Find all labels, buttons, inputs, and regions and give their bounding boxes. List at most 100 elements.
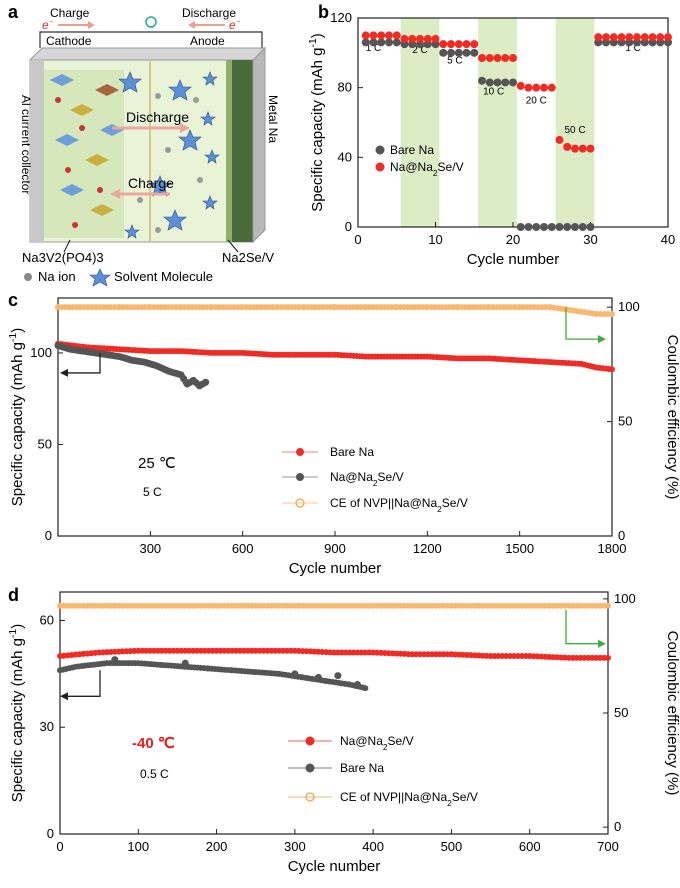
panel-b: b 0 10 20 30 40 0 40 80 120 Cycle number Specific c… xyxy=(307,2,675,268)
x-tick-label: 1800 xyxy=(598,541,627,556)
point-na-na2se-v xyxy=(408,34,417,43)
point-na-na2se-v xyxy=(462,40,471,49)
charge-label: Charge xyxy=(50,6,90,20)
rate-band-0 xyxy=(400,18,440,227)
y-tick-label: 40 xyxy=(338,149,352,164)
point-bare-na xyxy=(470,48,479,57)
point-na-na2se-v xyxy=(547,83,556,92)
panel-d-letter: d xyxy=(8,585,19,605)
x-tick-label: 600 xyxy=(232,541,254,556)
legend-marker xyxy=(305,792,315,802)
al-collector xyxy=(30,60,44,242)
point-bare-na xyxy=(454,48,463,57)
point-na-na2se-v xyxy=(361,31,370,40)
cathode-region xyxy=(44,70,124,238)
point-bare-na xyxy=(392,38,401,47)
y-axis-title: Specific capacity (mAh g-1) xyxy=(7,624,26,803)
x-tick-label: 40 xyxy=(661,232,675,247)
legend-marker xyxy=(305,763,315,773)
electron-left-sup: - xyxy=(50,16,53,26)
point-na-na2se-v xyxy=(648,33,657,42)
point-bare-na xyxy=(509,78,517,87)
anode-label: Anode xyxy=(190,34,225,48)
na2se-layer xyxy=(226,60,232,242)
point-bare-na xyxy=(353,681,361,689)
point-bare-na xyxy=(447,48,455,57)
point-na-na2se-v xyxy=(640,33,649,42)
panel-d: d0 100 200 300 400 500 600 70003060050100Cycle … xyxy=(7,585,680,875)
temperature-annotation: -40 ℃ xyxy=(132,735,175,752)
point-bare-na xyxy=(439,48,448,57)
point-na-na2se-v xyxy=(385,31,393,40)
point-bare-na xyxy=(540,223,548,231)
metal-na-electrode xyxy=(232,60,253,242)
legend-label: Bare Na xyxy=(330,445,374,459)
x-axis-title: Cycle number xyxy=(289,560,382,577)
y-tick-label: 0 xyxy=(345,219,352,234)
y-tick-label: 50 xyxy=(38,436,52,451)
point-na-na2se-v xyxy=(470,40,479,49)
point-na-na2se-v xyxy=(485,54,494,63)
point-bare-na xyxy=(571,223,579,231)
point-bare-na xyxy=(385,38,393,47)
electron-right: e xyxy=(229,18,236,32)
y2-axis-title: Coulombic efficiency (%) xyxy=(664,631,680,796)
point-na-na2se-v xyxy=(501,54,510,63)
y-tick-label: 30 xyxy=(40,719,54,734)
x-tick-label: 20 xyxy=(506,232,520,247)
left-axis-arrow-head xyxy=(60,692,68,701)
nvp-crystal-icon xyxy=(50,74,124,228)
legend-label: Na@Na2Se/V xyxy=(330,470,404,488)
circuit-load-icon xyxy=(145,16,157,28)
legend-marker-na-na2se-v xyxy=(375,162,385,172)
legend-marker xyxy=(296,448,304,456)
point-na-na2se-v xyxy=(609,33,618,42)
rate-label: 1 C xyxy=(625,43,641,54)
legend-marker xyxy=(295,498,305,508)
point-bare-na xyxy=(361,38,370,47)
point-na-na2se-v xyxy=(447,40,455,49)
panel-c-letter: c xyxy=(8,290,18,310)
x-tick-label: 100 xyxy=(127,839,149,854)
point-bare-na xyxy=(501,78,510,87)
discharge-arrow-head xyxy=(188,21,195,29)
point-bare-na xyxy=(377,38,386,47)
point-bare-na xyxy=(609,366,615,373)
discharge-label: Discharge xyxy=(182,6,236,20)
right-axis-arrow xyxy=(565,609,598,645)
point-bare-na xyxy=(291,670,299,678)
rate-annotation: 5 C xyxy=(143,485,162,499)
point-na-na2se-v xyxy=(516,81,525,90)
x-axis-title: Cycle number xyxy=(467,251,560,268)
x-axis-title: Cycle number xyxy=(288,858,381,875)
x-tick-label: 900 xyxy=(324,541,346,556)
y-tick-label: 60 xyxy=(40,612,54,627)
point-bare-na xyxy=(369,38,378,47)
point-bare-na xyxy=(493,78,502,87)
legend-label: Bare Na xyxy=(340,761,384,775)
point-na-na2se-v xyxy=(377,31,386,40)
y2-tick-label: 0 xyxy=(618,528,625,543)
legend-label: CE of NVP||Na@Na2Se/V xyxy=(330,496,468,514)
legend-label: CE of NVP||Na@Na2Se/V xyxy=(340,790,478,808)
right-axis-arrow-head xyxy=(598,335,606,344)
point-na-na2se-v xyxy=(392,31,401,40)
point-bare-na xyxy=(462,48,471,57)
solvent-legend: Solvent Molecule xyxy=(114,269,213,284)
point-bare-na xyxy=(532,223,541,231)
point-na-na2se-v xyxy=(571,144,579,153)
point-bare-na xyxy=(181,659,189,667)
nvp-label: Na3V2(PO4)3 xyxy=(22,250,104,265)
point-na-na2se-v xyxy=(578,144,587,153)
na-ions xyxy=(137,93,203,233)
y-tick-label: 100 xyxy=(30,345,52,360)
solvent-legend-icon xyxy=(89,268,111,287)
point-na-na2se-v xyxy=(423,34,432,43)
x-tick-label: 0 xyxy=(354,232,361,247)
point-na-na2se-v xyxy=(540,83,548,92)
electron-right-sup: - xyxy=(237,16,240,26)
point-na-na2se-v xyxy=(439,40,448,49)
rate-label: 2 C xyxy=(412,45,428,56)
legend-marker-bare-na xyxy=(375,145,385,155)
